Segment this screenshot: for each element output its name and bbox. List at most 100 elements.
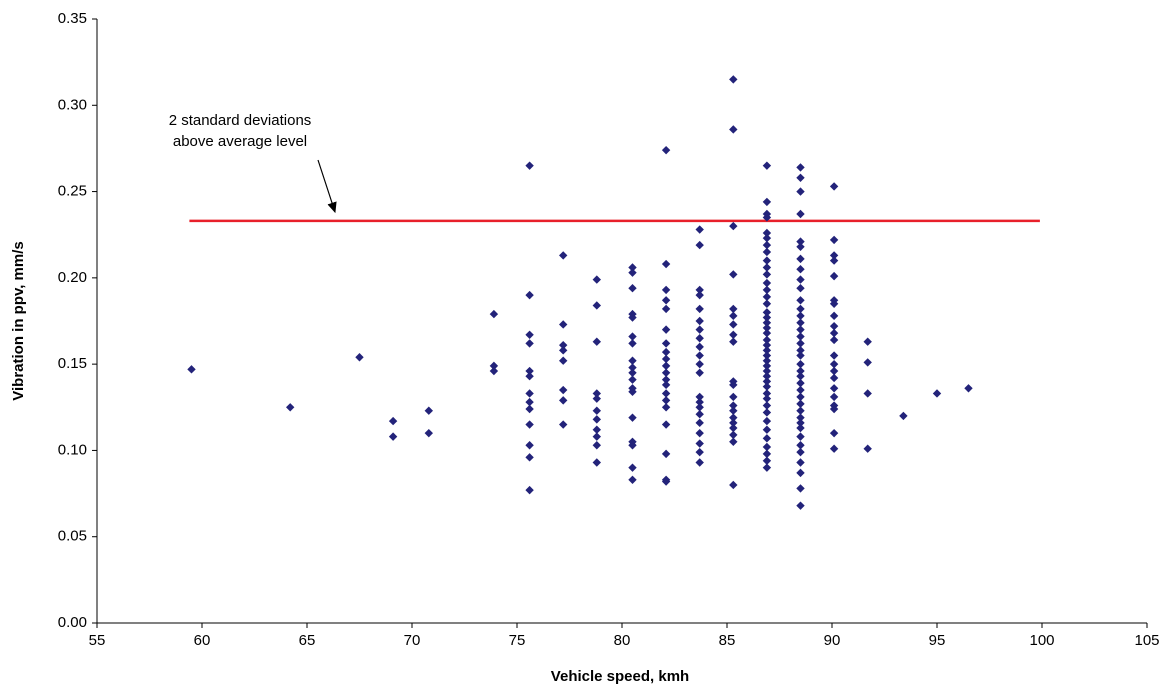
point: [525, 290, 534, 300]
point: [762, 247, 772, 257]
point: [695, 359, 704, 369]
point: [796, 242, 805, 251]
point: [762, 335, 772, 345]
point: [628, 413, 637, 422]
point: [829, 321, 839, 331]
point: [796, 372, 805, 381]
point: [661, 449, 671, 459]
point: [628, 463, 637, 472]
point: [762, 351, 772, 360]
point: [661, 325, 671, 334]
point: [695, 240, 704, 250]
point: [796, 385, 805, 395]
point: [796, 237, 805, 246]
point: [628, 356, 637, 365]
point: [695, 225, 704, 234]
point: [388, 432, 398, 441]
point: [829, 384, 839, 393]
point: [628, 332, 637, 341]
point: [695, 368, 704, 377]
point: [661, 396, 671, 405]
point: [695, 392, 704, 402]
point: [796, 296, 805, 305]
point: [796, 359, 805, 369]
point: [695, 316, 704, 326]
point: [762, 356, 772, 365]
point: [964, 384, 973, 393]
point: [762, 263, 772, 272]
point: [592, 458, 601, 467]
point: [762, 313, 772, 322]
x-tick-label: 85: [719, 632, 736, 649]
point: [628, 368, 637, 377]
point: [695, 397, 704, 407]
point: [628, 313, 637, 322]
point: [628, 375, 637, 384]
point: [661, 304, 671, 314]
y-tick-label: 0.10: [58, 441, 87, 458]
point: [729, 330, 738, 340]
point: [829, 373, 839, 383]
point: [489, 361, 499, 371]
point: [796, 163, 805, 172]
point: [762, 299, 772, 308]
point: [592, 389, 601, 398]
point: [762, 318, 772, 327]
point: [628, 387, 637, 396]
point: [695, 290, 704, 300]
annotation: above average level: [173, 133, 307, 150]
point: [695, 428, 704, 438]
point: [796, 432, 805, 441]
point: [796, 447, 805, 457]
point: [592, 432, 601, 441]
point: [525, 330, 534, 340]
point: [661, 368, 671, 377]
y-tick-label: 0.25: [58, 183, 87, 200]
point: [796, 311, 805, 321]
point: [661, 339, 671, 348]
point: [796, 441, 805, 450]
point: [762, 228, 772, 238]
point: [796, 413, 805, 422]
point: [559, 356, 568, 365]
point: [661, 380, 671, 390]
point: [628, 363, 637, 372]
point: [729, 430, 738, 440]
point: [592, 441, 601, 450]
point: [863, 444, 872, 453]
point: [729, 304, 738, 314]
point: [695, 325, 704, 334]
point: [729, 418, 738, 428]
point: [592, 394, 601, 403]
point: [695, 342, 704, 352]
point: [661, 477, 671, 486]
point: [695, 403, 704, 412]
x-axis-title: Vehicle speed, kmh: [551, 668, 689, 685]
point: [796, 254, 805, 264]
point: [796, 468, 805, 478]
point: [424, 428, 433, 438]
point: [525, 441, 534, 450]
point: [661, 296, 671, 305]
point: [796, 346, 805, 355]
point: [762, 389, 772, 398]
point: [932, 389, 942, 398]
point: [796, 501, 805, 510]
point: [796, 484, 805, 493]
point: [592, 275, 601, 284]
point: [762, 278, 772, 288]
point: [829, 392, 839, 402]
point: [762, 292, 772, 302]
point: [829, 311, 839, 321]
point: [796, 378, 805, 388]
point: [489, 366, 499, 376]
point: [525, 453, 534, 462]
point: [762, 394, 772, 403]
point: [762, 382, 772, 391]
point: [796, 418, 805, 428]
point: [388, 416, 398, 426]
point: [762, 372, 772, 381]
point: [762, 323, 772, 333]
point: [796, 366, 805, 376]
point: [628, 268, 637, 277]
